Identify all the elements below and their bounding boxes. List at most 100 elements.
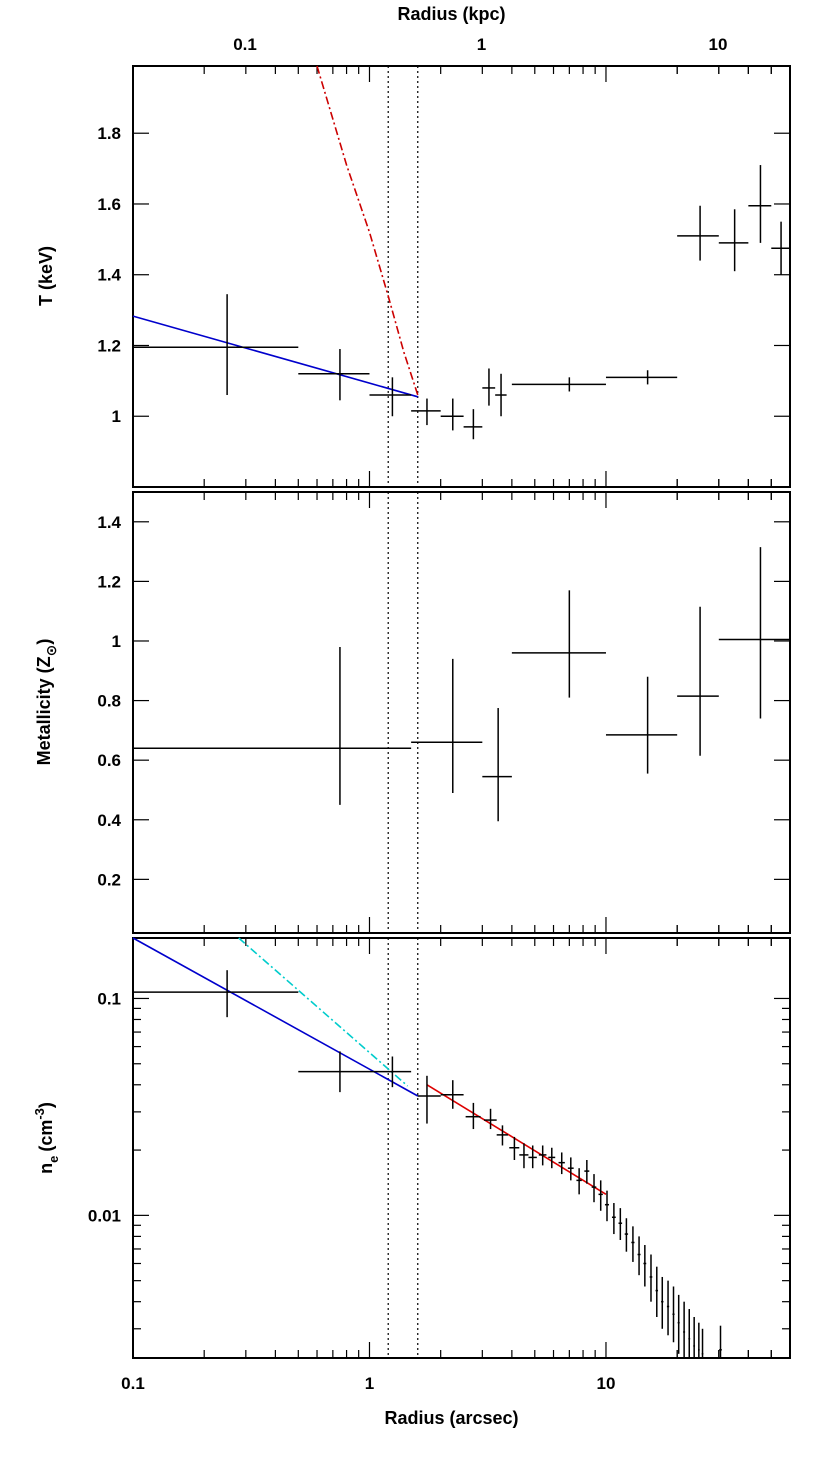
- data-point: [666, 1280, 670, 1336]
- data-point: [465, 1102, 481, 1130]
- x-tick-label: 10: [597, 1374, 616, 1393]
- y-tick-label: 1.2: [97, 572, 121, 591]
- data-point: [482, 368, 496, 406]
- data-point: [411, 398, 441, 426]
- data-point: [298, 1051, 370, 1093]
- model-line: [426, 1084, 607, 1195]
- data-point: [718, 209, 749, 272]
- data-point: [496, 1125, 508, 1146]
- top-tick-label: 0.1: [233, 35, 257, 54]
- x-tick-label: 0.1: [121, 1374, 145, 1393]
- y-axis-title-text: Metallicity (Z: [34, 656, 54, 765]
- data-point: [677, 205, 719, 261]
- data-point: [558, 1152, 565, 1175]
- data-point: [417, 1075, 441, 1124]
- data-point: [655, 1266, 659, 1317]
- data-point: [440, 398, 464, 431]
- data-point: [649, 1254, 653, 1302]
- y-tick-label: 1.4: [97, 513, 121, 532]
- top-axis-title: Radius (kpc): [397, 4, 505, 24]
- panel-frame: [132, 491, 791, 934]
- data-point: [591, 1174, 597, 1203]
- data-point: [698, 1322, 700, 1358]
- y-tick-label: 1.8: [97, 124, 121, 143]
- x-axis-title: Radius (arcsec): [384, 1408, 518, 1428]
- data-point: [637, 1236, 641, 1276]
- panel-density: 0.01 0.1: [88, 937, 791, 1359]
- panel-temperature: 1 1.2 1.4 1.6 1.8: [97, 65, 791, 488]
- data-point: [643, 1245, 647, 1287]
- y-tick-label: 1.4: [97, 266, 121, 285]
- y-tick-label: 0.1: [97, 989, 121, 1008]
- data-point: [482, 708, 512, 822]
- y-axis-title-sup: -3: [32, 1108, 47, 1120]
- data-point: [576, 1168, 582, 1195]
- y-axis-title-metallicity: Metallicity (Z⊙): [34, 639, 59, 766]
- y-tick-label: 0.6: [97, 751, 121, 770]
- y-axis-title-close: ): [34, 639, 54, 645]
- data-point: [133, 646, 412, 805]
- data-point: [605, 370, 678, 385]
- data-point: [718, 547, 790, 719]
- data-point: [631, 1226, 635, 1262]
- data-point: [618, 1208, 623, 1240]
- y-axis-title-density: ne (cm-3): [32, 1102, 61, 1174]
- y-tick-label: 1.2: [97, 336, 121, 355]
- data-point: [688, 1309, 691, 1358]
- model-line: [316, 65, 419, 396]
- data-point: [133, 294, 299, 396]
- data-point: [771, 221, 790, 275]
- data-point: [701, 1328, 704, 1358]
- model-line: [238, 937, 409, 1087]
- y-tick-label: 0.2: [97, 870, 121, 889]
- model-line: [132, 315, 419, 398]
- y-tick-label: 0.01: [88, 1206, 121, 1225]
- data-point: [748, 165, 772, 243]
- data-point: [484, 1108, 497, 1130]
- data-point: [693, 1316, 696, 1358]
- y-tick-label: 1.6: [97, 195, 121, 214]
- data-point: [719, 1325, 722, 1358]
- data-point: [598, 1180, 603, 1211]
- data-point: [605, 676, 678, 774]
- data-point: [677, 606, 719, 756]
- data-point: [584, 1159, 590, 1184]
- y-axis-title-temperature: T (keV): [36, 246, 56, 306]
- top-tick-label: 1: [477, 35, 486, 54]
- data-point: [511, 377, 606, 392]
- data-point: [611, 1203, 616, 1235]
- y-axis-title-sub: e: [46, 1156, 61, 1163]
- y-tick-label: 0.4: [97, 811, 121, 830]
- panel-frame: [132, 937, 791, 1359]
- y-axis-title-n: n: [36, 1163, 56, 1174]
- y-axis-title-unit: (cm: [36, 1120, 56, 1152]
- data-point: [511, 590, 606, 698]
- data-point: [661, 1276, 664, 1329]
- data-point: [538, 1145, 547, 1166]
- data-point: [604, 1190, 610, 1222]
- model-line: [132, 937, 419, 1097]
- y-axis-title-close: ): [36, 1102, 56, 1108]
- y-tick-label: 1: [112, 407, 121, 426]
- data-point: [463, 409, 483, 440]
- data-point: [677, 1294, 680, 1354]
- data-point: [519, 1143, 529, 1169]
- data-point: [672, 1286, 675, 1343]
- x-tick-label: 1: [365, 1374, 374, 1393]
- data-point: [683, 1301, 686, 1358]
- data-point: [369, 377, 412, 417]
- top-tick-label: 10: [709, 35, 728, 54]
- data-point: [528, 1145, 537, 1169]
- y-tick-label: 0.8: [97, 692, 121, 711]
- data-point: [411, 658, 483, 793]
- data-point: [567, 1157, 574, 1181]
- panel-metallicity: 0.2 0.4 0.6 0.8 1 1.2 1.4: [97, 491, 791, 934]
- data-point: [369, 1056, 412, 1088]
- data-point: [509, 1136, 520, 1160]
- solar-symbol: ⊙: [43, 645, 59, 657]
- data-point: [133, 970, 299, 1018]
- data-point: [495, 373, 507, 417]
- panel-frame: [132, 65, 791, 488]
- data-point: [298, 349, 370, 401]
